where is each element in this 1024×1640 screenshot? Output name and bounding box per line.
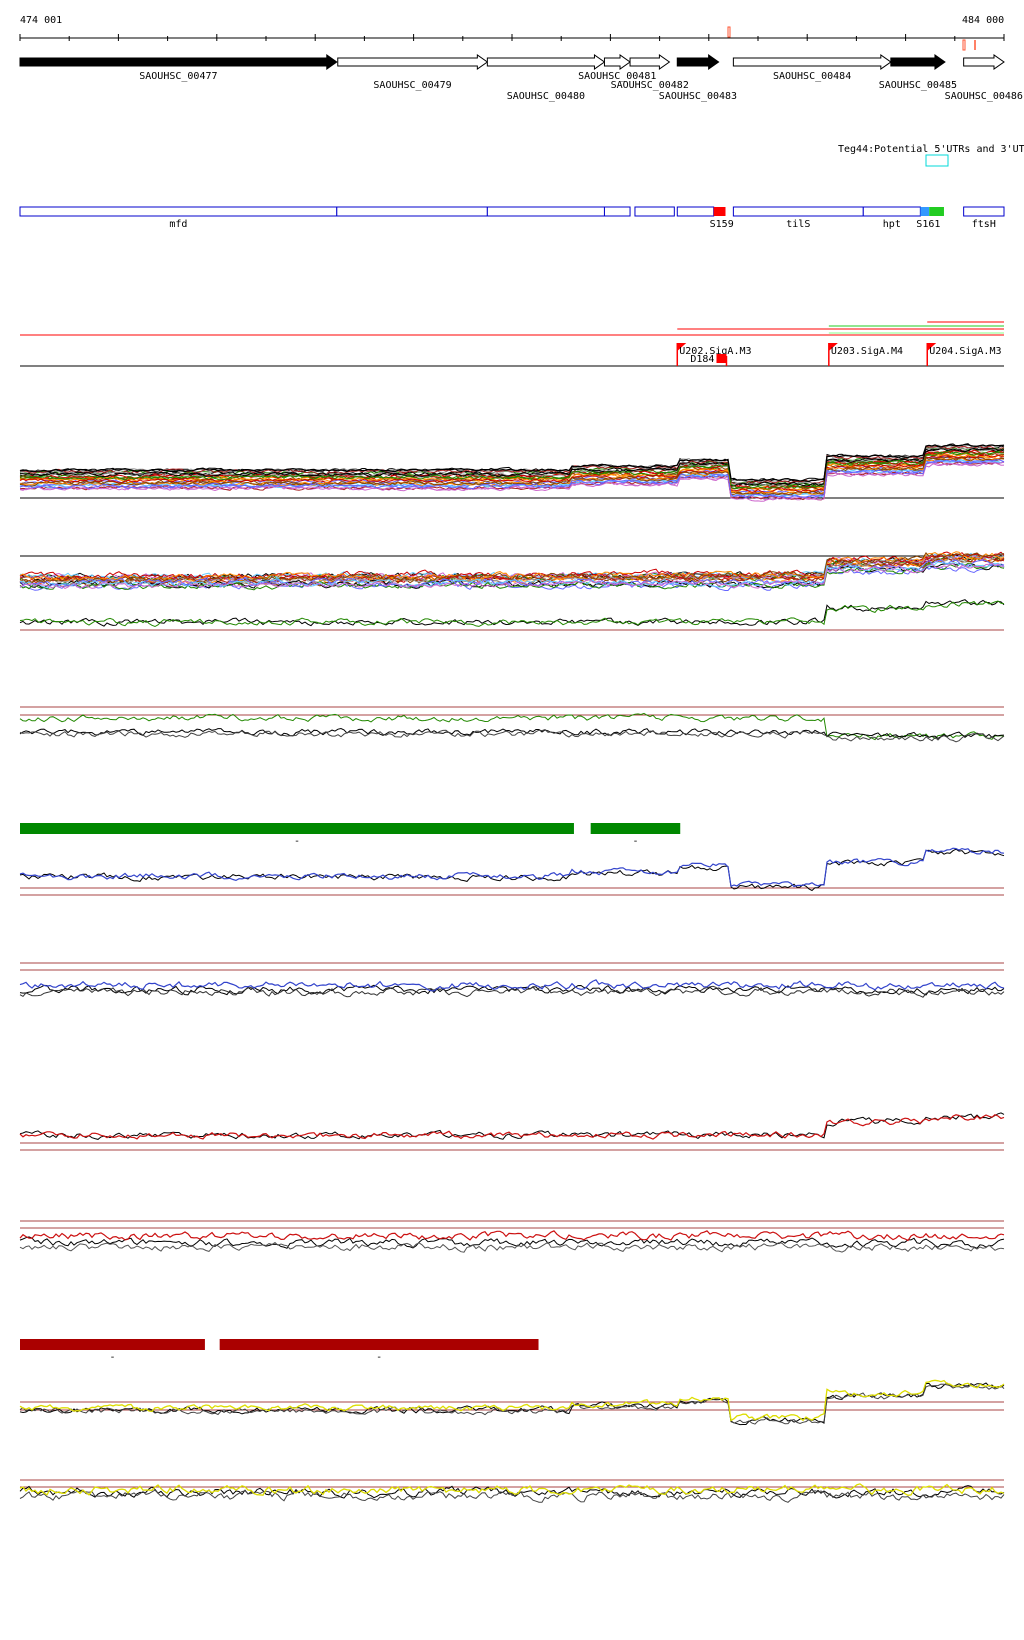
expression-trace: [19, 559, 1005, 588]
operon-segment[interactable]: [19, 206, 338, 217]
gene-arrow[interactable]: [676, 54, 720, 70]
gene-arrow[interactable]: [486, 54, 606, 70]
enrichment-bar-label: -: [632, 836, 638, 847]
gene-label: SAOUHSC_00477: [139, 71, 217, 82]
utr-track-label: Teg44:Potential 5'UTRs and 3'UTRs: [838, 144, 1024, 155]
coordinate-ruler: 474 001 484 000: [19, 15, 1005, 51]
promoter-label: U202.SigA.M3: [679, 346, 751, 357]
utr-box: [925, 154, 949, 167]
operon-segment[interactable]: [676, 206, 715, 217]
promoter-flag[interactable]: [677, 343, 687, 351]
operon-label: hpt: [883, 219, 901, 230]
expression-trace: [19, 461, 1005, 502]
expression-trace: [19, 1383, 1005, 1425]
snp-marker: [962, 39, 966, 51]
gene-arrow[interactable]: [963, 54, 1005, 70]
expression-trace: [19, 453, 1005, 494]
sRNA-marker[interactable]: [929, 207, 944, 216]
expression-tracks: - - - -: [19, 443, 1005, 1503]
gene-arrow[interactable]: [732, 54, 892, 70]
sRNA-marker[interactable]: [713, 207, 726, 216]
expression-trace: [19, 1379, 1005, 1422]
gene-label: SAOUHSC_00484: [773, 71, 851, 82]
expression-trace: [19, 729, 1005, 743]
promoter-flag[interactable]: [828, 343, 838, 351]
expression-trace: [19, 1382, 1005, 1426]
expression-trace: [19, 599, 1005, 627]
operon-track[interactable]: mfd tilS hpt ftsH S159 S161: [19, 206, 1005, 230]
expression-trace: [19, 562, 1005, 591]
expression-trace: [19, 847, 1005, 888]
promoter-flag[interactable]: [927, 343, 937, 351]
promoter-label: U204.SigA.M3: [929, 346, 1001, 357]
sRNA-label: S159: [710, 219, 734, 230]
expression-trace: [19, 1230, 1005, 1242]
expression-trace: [19, 712, 1005, 741]
expression-trace: [19, 1236, 1005, 1249]
gene-arrow[interactable]: [629, 54, 671, 70]
operon-segment[interactable]: [862, 206, 921, 217]
enrichment-bar: [20, 1339, 205, 1350]
gene-label: SAOUHSC_00479: [373, 80, 451, 91]
sRNA-label: S161: [916, 219, 940, 230]
expression-trace: [19, 979, 1005, 992]
snp-marker: [727, 26, 731, 38]
expression-trace: [19, 727, 1005, 740]
expression-trace: [19, 562, 1005, 589]
gene-track[interactable]: SAOUHSC_00477 SAOUHSC_00479 SAOUHSC_00480 S…: [19, 54, 1023, 102]
gene-label: SAOUHSC_00486: [945, 91, 1023, 102]
enrichment-bar: [590, 823, 681, 834]
expression-trace: [19, 554, 1005, 583]
terminator-label: D184: [690, 354, 714, 365]
expression-trace: [19, 1114, 1005, 1140]
expression-trace: [19, 848, 1005, 892]
expression-trace: [19, 1489, 1005, 1503]
operon-segment[interactable]: [963, 206, 1005, 217]
gene-arrow[interactable]: [337, 54, 489, 70]
gene-arrow[interactable]: [603, 54, 631, 70]
enrichment-bar-label: -: [376, 1352, 382, 1363]
operon-segment[interactable]: [634, 206, 675, 217]
gene-arrow[interactable]: [19, 54, 338, 70]
expression-trace: [19, 443, 1005, 483]
operon-segment[interactable]: [336, 206, 488, 217]
expression-trace: [19, 459, 1005, 499]
expression-trace: [19, 1241, 1005, 1253]
expression-trace: [19, 447, 1005, 487]
operon-label: tilS: [786, 219, 810, 230]
expression-trace: [19, 450, 1005, 490]
operon-label: mfd: [169, 219, 187, 230]
expression-trace: [19, 1483, 1005, 1496]
expression-trace: [19, 985, 1005, 998]
sRNA-marker[interactable]: [920, 207, 930, 216]
operon-segment[interactable]: [486, 206, 605, 217]
ruler-end-label: 484 000: [962, 15, 1004, 26]
gene-label: SAOUHSC_00482: [611, 80, 689, 91]
enrichment-bar: [219, 1339, 539, 1350]
gene-label: SAOUHSC_00481: [578, 71, 656, 82]
gene-arrow[interactable]: [890, 54, 946, 70]
operon-segment[interactable]: [732, 206, 864, 217]
ruler-start-label: 474 001: [20, 15, 62, 26]
terminator-box[interactable]: [716, 354, 727, 363]
expression-trace: [19, 600, 1005, 628]
operon-label: ftsH: [972, 219, 996, 230]
enrichment-bar: [20, 823, 574, 834]
gene-label: SAOUHSC_00483: [659, 91, 737, 102]
gene-label: SAOUHSC_00480: [507, 91, 585, 102]
promoter-label: U203.SigA.M4: [831, 346, 903, 357]
promoter-track[interactable]: U202.SigA.M3 U203.SigA.M4 U204.SigA.M3 D184: [20, 321, 1004, 367]
utr-track: Teg44:Potential 5'UTRs and 3'UTRs: [838, 144, 1024, 167]
operon-segment[interactable]: [603, 206, 631, 217]
gene-label: SAOUHSC_00485: [879, 80, 957, 91]
expression-trace: [19, 561, 1005, 588]
enrichment-bar-label: -: [294, 836, 300, 847]
enrichment-bar-label: -: [109, 1352, 115, 1363]
